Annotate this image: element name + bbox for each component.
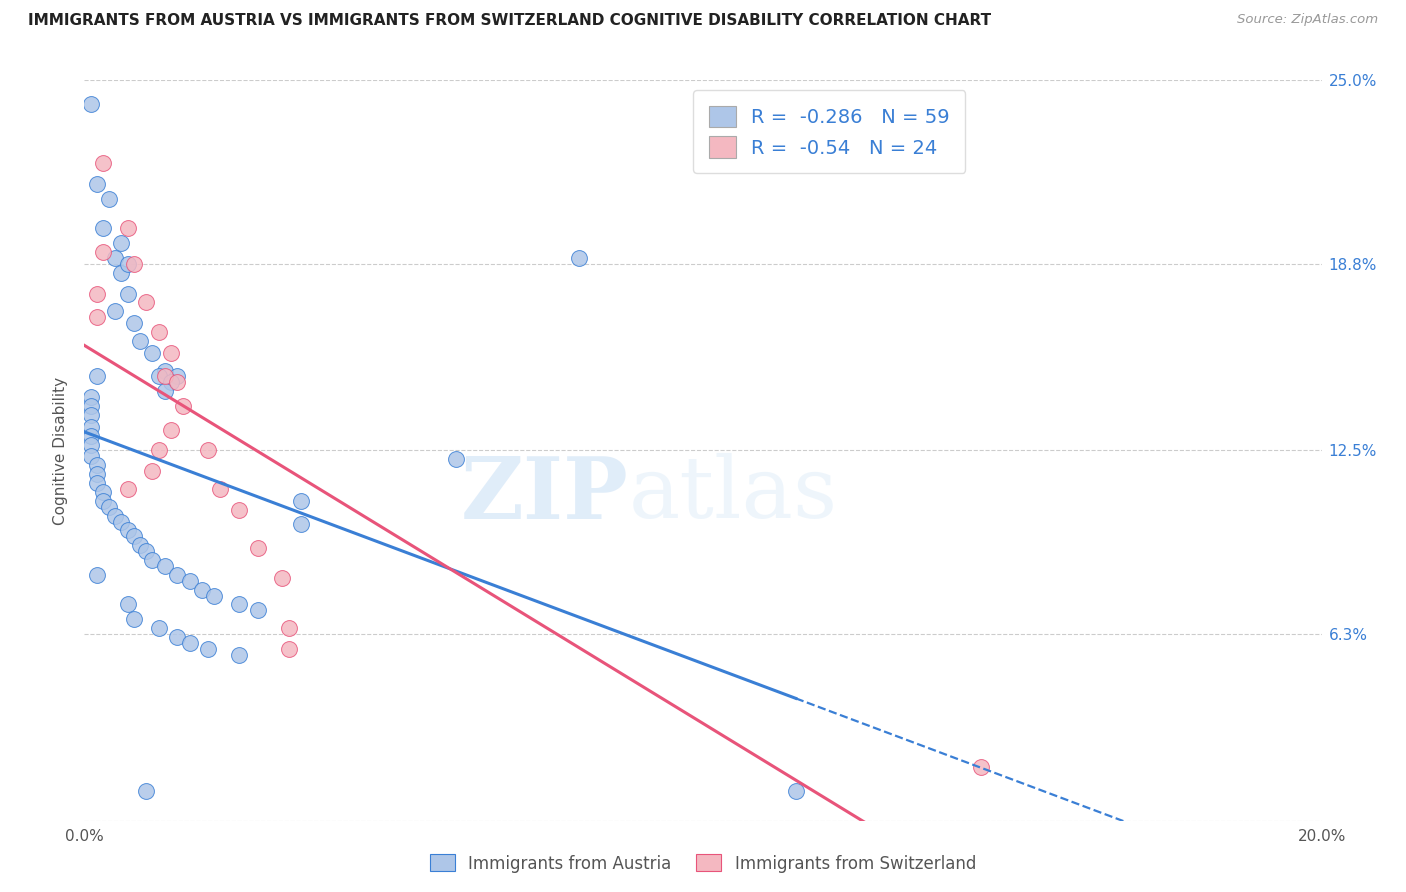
Point <box>246 603 269 617</box>
Text: ZIP: ZIP <box>461 453 628 537</box>
Point <box>179 574 201 588</box>
Point <box>135 295 157 310</box>
Point <box>166 376 188 390</box>
Point <box>141 464 163 478</box>
Point <box>86 458 108 473</box>
Point <box>290 517 312 532</box>
Point <box>141 345 163 359</box>
Point <box>197 443 219 458</box>
Point <box>271 571 294 585</box>
Point <box>172 399 194 413</box>
Point <box>228 598 250 612</box>
Point <box>277 621 299 635</box>
Point <box>153 363 176 377</box>
Point <box>160 423 183 437</box>
Point <box>135 544 157 558</box>
Point <box>79 428 101 442</box>
Point <box>91 484 114 499</box>
Point <box>290 493 312 508</box>
Text: Source: ZipAtlas.com: Source: ZipAtlas.com <box>1237 13 1378 27</box>
Text: IMMIGRANTS FROM AUSTRIA VS IMMIGRANTS FROM SWITZERLAND COGNITIVE DISABILITY CORR: IMMIGRANTS FROM AUSTRIA VS IMMIGRANTS FR… <box>28 13 991 29</box>
Point <box>228 648 250 662</box>
Point <box>110 266 132 280</box>
Point <box>117 482 139 496</box>
Point <box>166 369 188 384</box>
Text: atlas: atlas <box>628 453 838 536</box>
Point <box>79 390 101 404</box>
Point <box>104 304 127 318</box>
Point <box>86 476 108 491</box>
Point <box>86 310 108 325</box>
Y-axis label: Cognitive Disability: Cognitive Disability <box>53 376 69 524</box>
Point <box>122 529 145 543</box>
Point <box>86 467 108 482</box>
Point <box>98 192 121 206</box>
Point <box>141 553 163 567</box>
Point <box>209 482 232 496</box>
Point <box>191 582 214 597</box>
Legend: Immigrants from Austria, Immigrants from Switzerland: Immigrants from Austria, Immigrants from… <box>423 847 983 880</box>
Point <box>91 493 114 508</box>
Point <box>79 399 101 413</box>
Point <box>153 369 176 384</box>
Point <box>79 450 101 464</box>
Point <box>129 334 152 348</box>
Point <box>117 598 139 612</box>
Point <box>246 541 269 556</box>
Point <box>166 630 188 644</box>
Point <box>98 500 121 514</box>
Point <box>110 515 132 529</box>
Legend: R =  -0.286   N = 59, R =  -0.54   N = 24: R = -0.286 N = 59, R = -0.54 N = 24 <box>693 90 966 173</box>
Point <box>86 177 108 191</box>
Point <box>160 345 183 359</box>
Point <box>179 636 201 650</box>
Point <box>228 502 250 516</box>
Point <box>91 156 114 170</box>
Point <box>86 369 108 384</box>
Point <box>122 257 145 271</box>
Point <box>148 621 170 635</box>
Point <box>129 538 152 552</box>
Point <box>153 558 176 573</box>
Point <box>91 221 114 235</box>
Point <box>277 641 299 656</box>
Point <box>117 221 139 235</box>
Point <box>122 612 145 626</box>
Point <box>122 316 145 330</box>
Point <box>110 236 132 251</box>
Point <box>166 567 188 582</box>
Point <box>104 251 127 265</box>
Point <box>117 286 139 301</box>
Point <box>153 384 176 399</box>
Point <box>86 286 108 301</box>
Point <box>79 97 101 112</box>
Point <box>117 257 139 271</box>
Point <box>148 325 170 339</box>
Point <box>86 567 108 582</box>
Point <box>117 524 139 538</box>
Point <box>197 641 219 656</box>
Point <box>568 251 591 265</box>
Point <box>444 452 467 467</box>
Point <box>148 369 170 384</box>
Point <box>148 443 170 458</box>
Point <box>135 784 157 798</box>
Point <box>970 760 993 774</box>
Point <box>104 508 127 523</box>
Point <box>202 589 225 603</box>
Point <box>79 408 101 422</box>
Point <box>785 784 807 798</box>
Point <box>79 419 101 434</box>
Point <box>91 245 114 260</box>
Point <box>79 437 101 451</box>
Point <box>160 376 183 390</box>
